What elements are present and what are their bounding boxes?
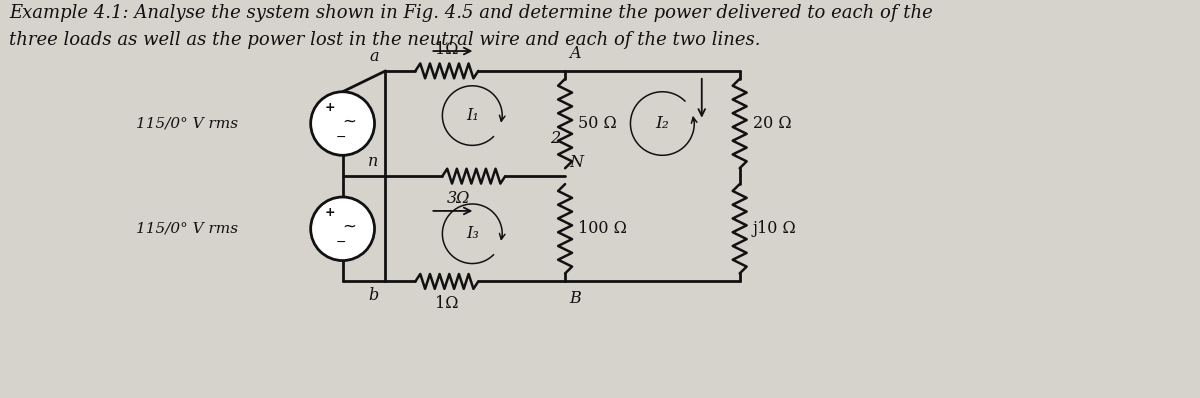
- Text: 3Ω: 3Ω: [448, 190, 470, 207]
- Text: A: A: [569, 45, 581, 62]
- Text: 2: 2: [550, 130, 560, 147]
- Text: B: B: [569, 291, 581, 307]
- Text: 115/0° V rms: 115/0° V rms: [136, 222, 238, 236]
- Text: n: n: [368, 153, 378, 170]
- Text: ~: ~: [342, 113, 356, 131]
- Circle shape: [311, 92, 374, 155]
- Text: a: a: [370, 48, 378, 65]
- Text: j10 Ω: j10 Ω: [752, 220, 797, 237]
- Text: −: −: [335, 236, 346, 249]
- Text: +: +: [324, 101, 335, 114]
- Text: −: −: [335, 131, 346, 144]
- Text: I₁: I₁: [466, 107, 479, 124]
- Text: 115/0° V rms: 115/0° V rms: [136, 117, 238, 131]
- Text: 1Ω: 1Ω: [436, 295, 458, 312]
- Text: 100 Ω: 100 Ω: [578, 220, 626, 237]
- Text: +: +: [324, 207, 335, 219]
- Text: I₂: I₂: [655, 115, 670, 132]
- Text: Example 4.1: Analyse the system shown in Fig. 4.5 and determine the power delive: Example 4.1: Analyse the system shown in…: [10, 4, 934, 22]
- Text: 20 Ω: 20 Ω: [752, 115, 791, 132]
- Text: I₃: I₃: [466, 225, 479, 242]
- Text: b: b: [368, 287, 378, 304]
- Text: 50 Ω: 50 Ω: [578, 115, 617, 132]
- Circle shape: [311, 197, 374, 261]
- Text: N: N: [569, 154, 583, 171]
- Text: 1Ω: 1Ω: [436, 41, 458, 58]
- Text: three loads as well as the power lost in the neutral wire and each of the two li: three loads as well as the power lost in…: [10, 31, 761, 49]
- Text: ~: ~: [342, 218, 356, 236]
